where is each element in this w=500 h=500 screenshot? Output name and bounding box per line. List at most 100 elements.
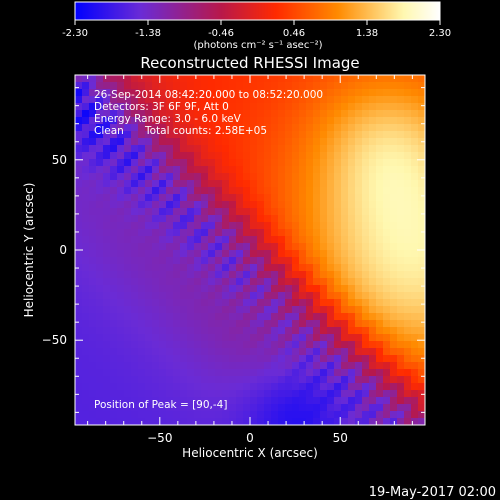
heatmap-cell	[327, 355, 335, 363]
heatmap-cell	[131, 264, 139, 272]
heatmap-cell	[159, 229, 167, 237]
heatmap-cell	[334, 145, 342, 153]
heatmap-cell	[124, 131, 132, 139]
heatmap-cell	[89, 376, 97, 384]
heatmap-cell	[404, 383, 412, 391]
heatmap-cell	[334, 229, 342, 237]
heatmap-cell	[222, 201, 230, 209]
heatmap-cell	[418, 355, 425, 363]
heatmap-cell	[390, 201, 398, 209]
heatmap-cell	[75, 362, 83, 370]
heatmap-cell	[145, 334, 153, 342]
heatmap-cell	[404, 89, 412, 97]
heatmap-cell	[320, 271, 328, 279]
heatmap-cell	[306, 187, 314, 195]
heatmap-cell	[278, 229, 286, 237]
heatmap-cell	[110, 390, 118, 398]
heatmap-cell	[222, 243, 230, 251]
heatmap-cell	[341, 236, 349, 244]
heatmap-cell	[334, 222, 342, 230]
heatmap-cell	[222, 376, 230, 384]
heatmap-cell	[383, 327, 391, 335]
heatmap-cell	[159, 264, 167, 272]
heatmap-cell	[369, 334, 377, 342]
heatmap-cell	[180, 257, 188, 265]
heatmap-cell	[299, 292, 307, 300]
heatmap-cell	[285, 124, 293, 132]
heatmap-cell	[236, 383, 244, 391]
heatmap-cell	[264, 397, 272, 405]
heatmap-cell	[159, 376, 167, 384]
heatmap-cell	[180, 285, 188, 293]
heatmap-cell	[250, 257, 258, 265]
heatmap-cell	[285, 390, 293, 398]
heatmap-cell	[138, 145, 146, 153]
heatmap-cell	[313, 278, 321, 286]
heatmap-cell	[124, 278, 132, 286]
heatmap-cell	[390, 264, 398, 272]
heatmap-cell	[124, 236, 132, 244]
heatmap-cell	[257, 215, 265, 223]
heatmap-cell	[313, 229, 321, 237]
heatmap-cell	[313, 145, 321, 153]
heatmap-cell	[159, 390, 167, 398]
heatmap-cell	[285, 89, 293, 97]
heatmap-cell	[348, 285, 356, 293]
heatmap-cell	[250, 362, 258, 370]
heatmap-cell	[292, 215, 300, 223]
heatmap-cell	[82, 138, 90, 146]
heatmap-cell	[152, 138, 160, 146]
heatmap-cell	[334, 173, 342, 181]
heatmap-cell	[376, 418, 384, 425]
heatmap-cell	[306, 306, 314, 314]
heatmap-cell	[418, 418, 425, 425]
heatmap-cell	[173, 194, 181, 202]
heatmap-cell	[145, 264, 153, 272]
heatmap-cell	[138, 215, 146, 223]
heatmap-cell	[418, 243, 425, 251]
heatmap-cell	[229, 411, 237, 419]
heatmap-cell	[166, 250, 174, 258]
heatmap-cell	[159, 194, 167, 202]
heatmap-cell	[278, 278, 286, 286]
heatmap-cell	[96, 159, 104, 167]
heatmap-cell	[173, 82, 181, 90]
heatmap-cell	[103, 285, 111, 293]
heatmap-cell	[117, 222, 125, 230]
heatmap-cell	[292, 299, 300, 307]
heatmap-cell	[285, 152, 293, 160]
heatmap-cell	[404, 215, 412, 223]
heatmap-cell	[362, 355, 370, 363]
heatmap-cell	[215, 257, 223, 265]
x-axis-label: Heliocentric X (arcsec)	[182, 446, 318, 460]
heatmap-cell	[264, 306, 272, 314]
heatmap-cell	[271, 173, 279, 181]
heatmap-cell	[355, 215, 363, 223]
heatmap-cell	[348, 313, 356, 321]
heatmap-cell	[327, 320, 335, 328]
annotation-counts: Total counts: 2.58E+05	[144, 125, 267, 137]
heatmap-cell	[124, 257, 132, 265]
heatmap-cell	[397, 397, 405, 405]
heatmap-cell	[208, 96, 216, 104]
heatmap-cell	[96, 166, 104, 174]
heatmap-cell	[285, 173, 293, 181]
heatmap-cell	[292, 103, 300, 111]
heatmap-cell	[264, 138, 272, 146]
heatmap-cell	[397, 145, 405, 153]
heatmap-cell	[187, 257, 195, 265]
heatmap-cell	[383, 159, 391, 167]
heatmap-cell	[201, 313, 209, 321]
heatmap-cell	[75, 418, 83, 425]
heatmap-cell	[341, 418, 349, 425]
heatmap-cell	[369, 229, 377, 237]
heatmap-cell	[376, 369, 384, 377]
heatmap-cell	[376, 243, 384, 251]
heatmap-cell	[334, 418, 342, 425]
heatmap-cell	[138, 96, 146, 104]
heatmap-cell	[173, 334, 181, 342]
heatmap-cell	[362, 173, 370, 181]
heatmap-cell	[278, 96, 286, 104]
heatmap-cell	[236, 327, 244, 335]
heatmap-cell	[166, 222, 174, 230]
